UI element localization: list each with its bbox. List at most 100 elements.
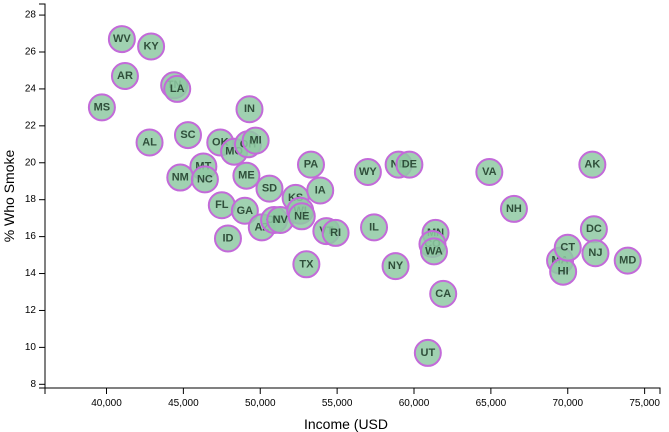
state-point-wa[interactable]: WA <box>419 237 448 266</box>
state-point-ny[interactable]: NY <box>381 252 410 281</box>
state-abbr-label: HI <box>558 266 569 278</box>
state-abbr-label: CT <box>560 242 575 254</box>
state-abbr-label: RI <box>330 227 341 239</box>
state-point-nh[interactable]: NH <box>499 194 528 223</box>
state-marker[interactable] <box>255 174 284 203</box>
state-abbr-label: AL <box>142 136 157 148</box>
y-tick-label: 14 <box>25 268 37 279</box>
state-marker[interactable] <box>173 121 202 150</box>
state-abbr-label: KY <box>143 40 159 52</box>
state-abbr-label: FL <box>215 199 229 211</box>
state-marker[interactable] <box>578 150 607 179</box>
x-axis: 40,000 45,000 50,000 55,000 60,000 65,000 70,0… <box>44 387 661 409</box>
state-marker[interactable] <box>163 74 192 103</box>
y-tick-label: 28 <box>25 10 37 21</box>
state-point-id[interactable]: ID <box>213 224 242 253</box>
state-point-ct[interactable]: CT <box>553 233 582 262</box>
state-point-ne[interactable]: NE <box>287 202 316 231</box>
state-marker[interactable] <box>235 95 264 124</box>
state-marker[interactable] <box>499 194 528 223</box>
state-point-fl[interactable]: FL <box>207 191 236 220</box>
state-point-ky[interactable]: KY <box>137 32 166 61</box>
x-tick-label: 55,000 <box>322 398 353 409</box>
state-marker[interactable] <box>230 196 259 225</box>
state-marker[interactable] <box>321 218 350 247</box>
state-marker[interactable] <box>292 250 321 279</box>
state-point-ri[interactable]: RI <box>321 218 350 247</box>
state-abbr-label: LA <box>170 83 185 95</box>
state-point-wv[interactable]: WV <box>107 25 136 54</box>
y-tick-label: 24 <box>25 83 37 94</box>
x-tick-label: 40,000 <box>91 398 122 409</box>
state-abbr-label: WY <box>359 166 377 178</box>
state-abbr-label: CA <box>435 288 451 300</box>
y-tick-label: 22 <box>25 120 37 131</box>
state-marker[interactable] <box>87 93 116 122</box>
state-abbr-label: NY <box>388 260 404 272</box>
x-tick-label: 75,000 <box>629 398 660 409</box>
state-point-me[interactable]: ME <box>232 161 261 190</box>
state-marker[interactable] <box>241 126 270 155</box>
state-point-ar[interactable]: AR <box>110 62 139 90</box>
state-point-dc[interactable]: DC <box>579 215 608 244</box>
state-marker[interactable] <box>360 213 389 242</box>
state-point-de[interactable]: DE <box>395 150 424 179</box>
state-marker[interactable] <box>353 158 382 186</box>
state-point-in[interactable]: IN <box>235 95 264 124</box>
state-point-md[interactable]: MD <box>613 246 642 275</box>
y-axis-line <box>39 3 46 389</box>
state-abbr-label: IA <box>315 184 326 196</box>
state-point-wy[interactable]: WY <box>353 158 382 186</box>
state-marker[interactable] <box>429 279 458 308</box>
state-marker[interactable] <box>613 246 642 275</box>
state-marker[interactable] <box>287 202 316 231</box>
state-point-ia[interactable]: IA <box>306 176 335 205</box>
state-abbr-label: NC <box>197 173 213 185</box>
state-marker[interactable] <box>419 237 448 266</box>
state-point-il[interactable]: IL <box>360 213 389 242</box>
state-point-la[interactable]: LA <box>163 74 192 103</box>
state-abbr-label: NM <box>172 172 189 184</box>
state-abbr-label: MS <box>94 101 111 113</box>
state-point-hi[interactable]: HI <box>549 257 578 286</box>
state-marker[interactable] <box>381 252 410 281</box>
state-marker[interactable] <box>110 62 139 90</box>
state-point-ms[interactable]: MS <box>87 93 116 122</box>
state-marker[interactable] <box>413 338 442 367</box>
state-marker[interactable] <box>296 150 325 179</box>
state-marker[interactable] <box>475 158 504 186</box>
state-marker[interactable] <box>107 25 136 54</box>
y-tick-label: 8 <box>30 379 36 390</box>
state-abbr-label: VA <box>482 166 497 178</box>
state-marker[interactable] <box>135 128 164 157</box>
state-marker[interactable] <box>553 233 582 262</box>
state-point-nj[interactable]: NJ <box>581 239 610 268</box>
state-marker[interactable] <box>306 176 335 205</box>
state-abbr-label: IN <box>244 103 255 115</box>
state-abbr-label: PA <box>304 159 319 171</box>
state-point-al[interactable]: AL <box>135 128 164 157</box>
state-marker[interactable] <box>213 224 242 253</box>
state-point-nc[interactable]: NC <box>190 165 219 194</box>
state-abbr-label: WA <box>425 245 443 257</box>
state-marker[interactable] <box>581 239 610 268</box>
state-marker[interactable] <box>395 150 424 179</box>
state-point-ut[interactable]: UT <box>413 338 442 367</box>
state-point-nm[interactable]: NM <box>166 163 195 192</box>
state-point-mi[interactable]: MI <box>241 126 270 155</box>
state-point-ca[interactable]: CA <box>429 279 458 308</box>
state-marker[interactable] <box>232 161 261 190</box>
y-axis: 8 10 12 14 16 18 20 22 24 26 28 <box>25 3 46 390</box>
state-point-va[interactable]: VA <box>475 158 504 186</box>
state-point-pa[interactable]: PA <box>296 150 325 179</box>
x-tick-label: 60,000 <box>399 398 430 409</box>
state-point-ga[interactable]: GA <box>230 196 259 225</box>
state-abbr-label: UT <box>421 347 436 359</box>
state-marker[interactable] <box>190 165 219 194</box>
state-point-sc[interactable]: SC <box>173 121 202 150</box>
state-point-sd[interactable]: SD <box>255 174 284 203</box>
state-marker[interactable] <box>137 32 166 61</box>
state-abbr-label: DE <box>402 159 417 171</box>
state-point-ak[interactable]: AK <box>578 150 607 179</box>
state-point-tx[interactable]: TX <box>292 250 321 279</box>
